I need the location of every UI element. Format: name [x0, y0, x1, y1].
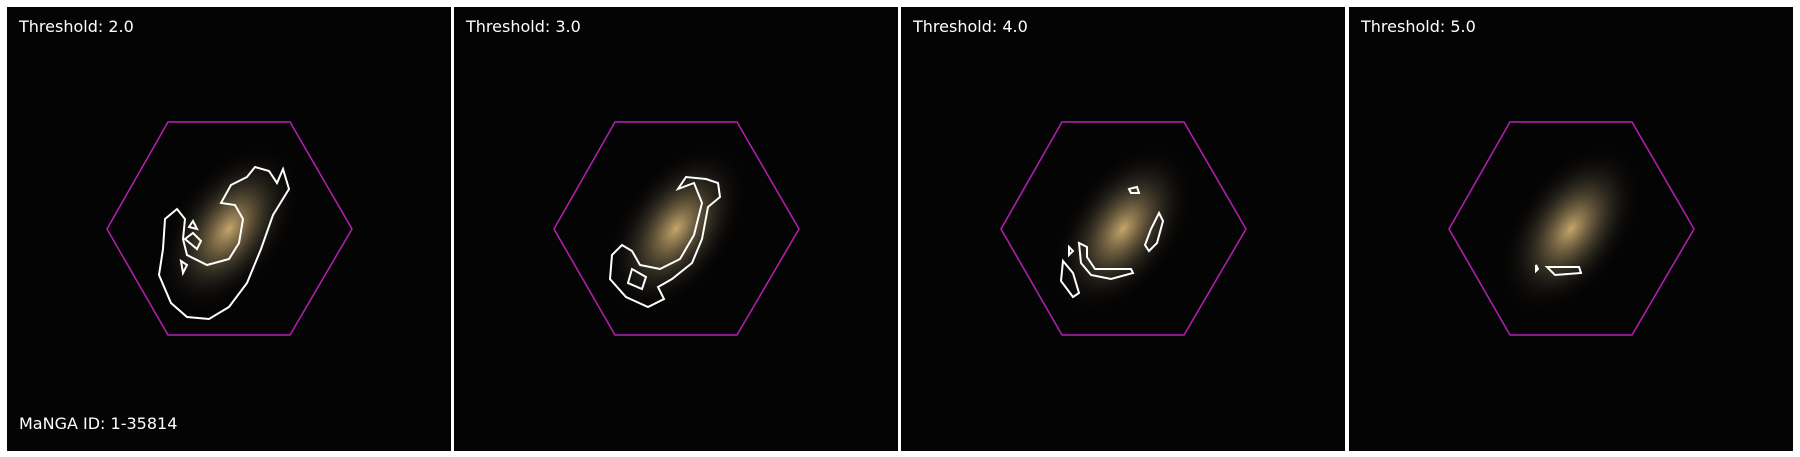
panel-threshold-3: Threshold: 3.0 [454, 7, 898, 451]
galaxy-glow [1052, 145, 1194, 313]
residual-contour [1059, 185, 1165, 299]
galaxy-image [553, 121, 800, 336]
threshold-label: Threshold: 5.0 [1361, 17, 1476, 36]
galaxy-image [106, 121, 353, 336]
panel-threshold-5: Threshold: 5.0 [1349, 7, 1793, 451]
threshold-label: Threshold: 3.0 [466, 17, 581, 36]
galaxy-glow [605, 145, 747, 313]
galaxy-image [1448, 121, 1695, 336]
residual-contour [1535, 264, 1583, 277]
residual-contour [608, 175, 722, 309]
threshold-label: Threshold: 4.0 [913, 17, 1028, 36]
threshold-label: Threshold: 2.0 [19, 17, 134, 36]
galaxy-glow [158, 145, 300, 313]
panel-threshold-4: Threshold: 4.0 [901, 7, 1345, 451]
galaxy-image [1000, 121, 1247, 336]
ifu-hexagon [553, 121, 800, 336]
galaxy-glow [1500, 145, 1642, 313]
panel-threshold-2: Threshold: 2.0 MaNGA ID: 1-35814 [7, 7, 451, 451]
ifu-hexagon [106, 121, 353, 336]
residual-contour [157, 165, 291, 321]
ifu-hexagon [1448, 121, 1695, 336]
ifu-hexagon [1000, 121, 1247, 336]
manga-id-label: MaNGA ID: 1-35814 [19, 414, 178, 433]
